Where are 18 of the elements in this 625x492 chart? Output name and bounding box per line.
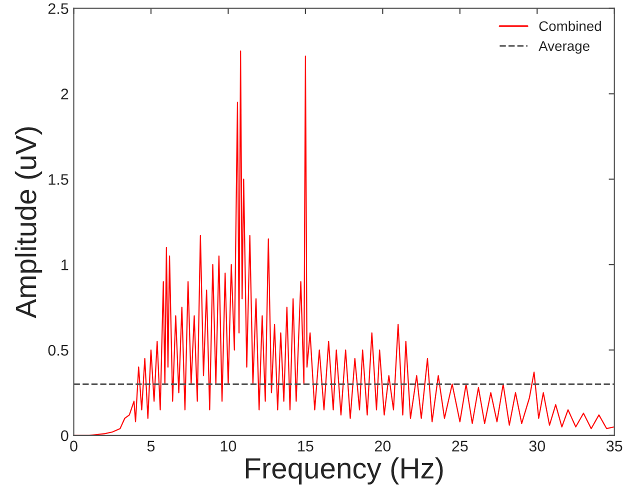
y-tick-label: 0.5 xyxy=(48,344,68,356)
y-tick-label: 1.5 xyxy=(48,174,68,185)
y-tick-label: 0 xyxy=(60,430,68,442)
legend-label: Average xyxy=(538,41,590,54)
x-tick-label: 25 xyxy=(452,440,468,452)
y-tick-label: 1 xyxy=(62,260,68,270)
x-tick-label: 5 xyxy=(147,440,155,452)
x-tick-label: 10 xyxy=(220,440,236,452)
x-tick-label: 0 xyxy=(70,440,78,452)
x-tick-label: 35 xyxy=(606,440,622,452)
y-tick-label: 2 xyxy=(61,88,68,100)
y-tick-label: 2.5 xyxy=(48,3,68,14)
x-tick-label: 20 xyxy=(374,440,391,452)
x-tick-label: 15 xyxy=(298,440,314,452)
x-axis-title: Frequency (Hz) xyxy=(246,457,443,484)
y-axis-title: Amplitude (uV) xyxy=(14,127,42,318)
x-tick-label: 30 xyxy=(529,440,546,452)
legend-label: Combined xyxy=(539,20,601,32)
